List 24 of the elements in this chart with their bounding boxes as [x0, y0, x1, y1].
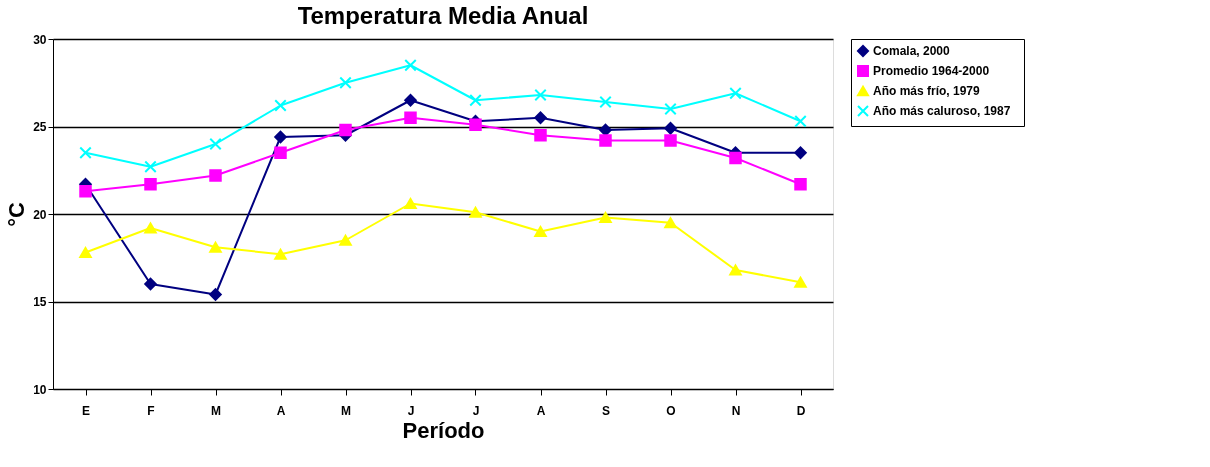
- x-tick-label: A: [536, 403, 546, 418]
- y-tick-label: 10: [33, 382, 47, 397]
- legend-label: Promedio 1964-2000: [873, 64, 990, 78]
- x-tick-label: J: [407, 403, 415, 418]
- x-tick-label: O: [666, 403, 676, 418]
- y-axis-title: °C: [4, 202, 30, 227]
- x-tick-label: D: [796, 403, 806, 418]
- x-tick-label: N: [731, 403, 741, 418]
- x-tick-label: S: [601, 403, 611, 418]
- x-tick-label: M: [211, 403, 221, 418]
- legend-label: Año más frío, 1979: [873, 84, 981, 98]
- x-tick-label: J: [472, 403, 480, 418]
- y-tick-label: 30: [33, 32, 47, 47]
- x-tick-label: A: [276, 403, 286, 418]
- chart-title: Temperatura Media Anual: [297, 2, 589, 29]
- y-tick-label: 20: [33, 207, 47, 222]
- legend-label: Año más caluroso, 1987: [873, 104, 1011, 118]
- x-tick-label: E: [81, 403, 91, 418]
- legend-label: Comala, 2000: [873, 44, 951, 58]
- x-tick-label: M: [341, 403, 351, 418]
- y-tick-label: 15: [33, 295, 47, 309]
- y-tick-label: 25: [33, 120, 47, 134]
- x-axis-title: Período: [402, 417, 485, 443]
- x-tick-label: F: [147, 403, 155, 418]
